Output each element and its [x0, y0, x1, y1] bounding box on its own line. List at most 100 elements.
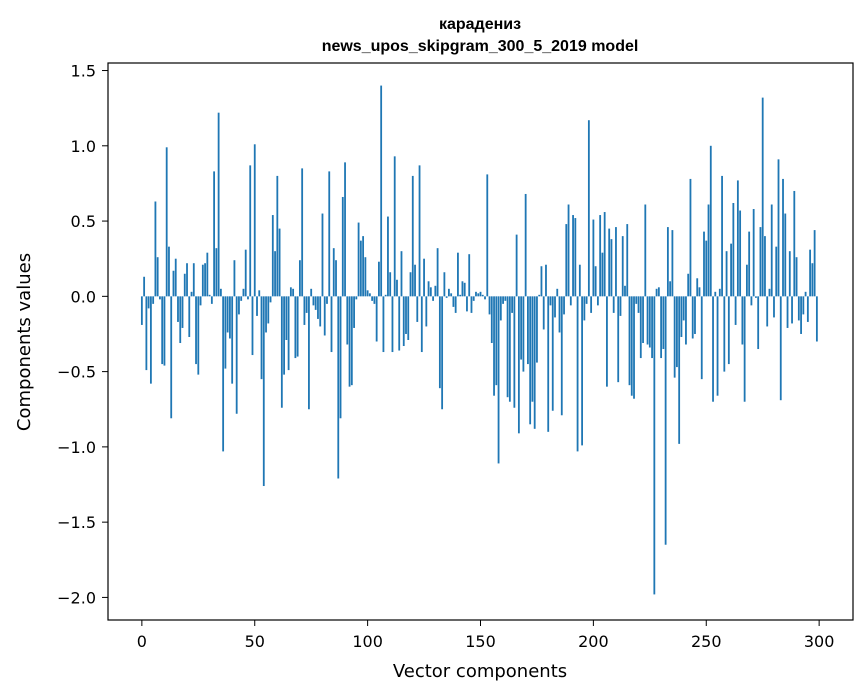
bar	[199, 296, 202, 306]
bar	[581, 296, 583, 446]
bar	[698, 287, 701, 297]
bar	[750, 296, 753, 306]
bar	[152, 296, 155, 304]
bar	[350, 296, 353, 386]
bar	[149, 296, 152, 384]
bar	[459, 294, 462, 297]
bar	[475, 291, 477, 297]
bar	[782, 178, 784, 297]
bar	[761, 97, 764, 297]
bar	[527, 296, 529, 365]
bar	[172, 270, 175, 297]
bar	[585, 296, 588, 304]
bar	[545, 264, 547, 297]
bar	[529, 296, 532, 425]
bar	[484, 296, 486, 300]
bar	[244, 249, 247, 297]
bar	[447, 288, 450, 297]
bar	[355, 296, 358, 300]
bar	[603, 212, 606, 297]
bar	[346, 296, 349, 345]
bar	[714, 291, 717, 297]
bar	[420, 296, 423, 353]
bar	[666, 227, 669, 297]
bar	[179, 296, 182, 344]
bar	[676, 296, 678, 368]
bar	[274, 251, 276, 297]
bar	[423, 258, 425, 297]
bar	[502, 296, 504, 304]
bar	[177, 296, 179, 322]
bar	[233, 260, 236, 297]
bar	[387, 216, 389, 297]
bar	[626, 224, 629, 297]
bar	[425, 296, 428, 327]
bar	[405, 296, 407, 334]
bar	[163, 296, 166, 366]
bar	[468, 254, 471, 297]
bar	[680, 296, 683, 337]
bar	[267, 296, 270, 324]
bar	[375, 296, 378, 342]
bar	[359, 240, 362, 297]
bar	[624, 285, 626, 297]
bar	[183, 273, 186, 297]
bar	[633, 296, 635, 399]
bar	[536, 296, 538, 363]
bar	[213, 171, 216, 297]
bar	[238, 296, 240, 315]
bar	[802, 296, 805, 315]
bar	[258, 290, 261, 297]
bar	[569, 296, 572, 306]
bar	[224, 296, 227, 369]
bar	[391, 296, 394, 353]
y-tick-label: 0.0	[71, 287, 96, 306]
bar	[215, 248, 218, 297]
bar	[804, 291, 807, 297]
bar	[648, 296, 651, 348]
bar	[452, 296, 455, 307]
bar	[739, 210, 742, 297]
bar	[140, 296, 143, 325]
bar	[707, 204, 710, 297]
x-tick-label: 0	[137, 632, 147, 651]
bar	[815, 296, 818, 342]
bar	[373, 296, 376, 304]
bar	[393, 156, 396, 297]
bar	[671, 230, 674, 297]
bar	[445, 296, 448, 298]
bar	[592, 219, 595, 297]
bar	[348, 296, 351, 387]
bar	[504, 296, 507, 301]
bar	[809, 249, 812, 297]
bar	[371, 296, 374, 301]
bar	[197, 296, 200, 375]
bar	[630, 296, 633, 396]
chart-title-line1: карадениз	[439, 16, 521, 33]
bar	[664, 296, 667, 545]
bar	[797, 296, 800, 321]
bar	[466, 296, 468, 312]
bar	[590, 296, 593, 313]
bar	[249, 165, 252, 297]
bar	[587, 120, 590, 297]
bar	[217, 112, 220, 297]
bar	[621, 236, 624, 297]
bar	[206, 252, 209, 297]
bar	[280, 296, 283, 408]
bar	[438, 296, 441, 389]
bar	[517, 296, 520, 434]
bar	[547, 296, 550, 432]
bar	[145, 296, 148, 371]
bar	[499, 296, 502, 321]
bar	[265, 296, 267, 333]
bar	[247, 296, 249, 300]
bar	[709, 145, 712, 297]
bar	[477, 293, 480, 297]
bar	[522, 296, 525, 372]
bar	[407, 296, 410, 340]
bar	[262, 296, 265, 487]
bar	[159, 296, 161, 300]
bar	[705, 240, 708, 297]
bar	[296, 296, 299, 357]
